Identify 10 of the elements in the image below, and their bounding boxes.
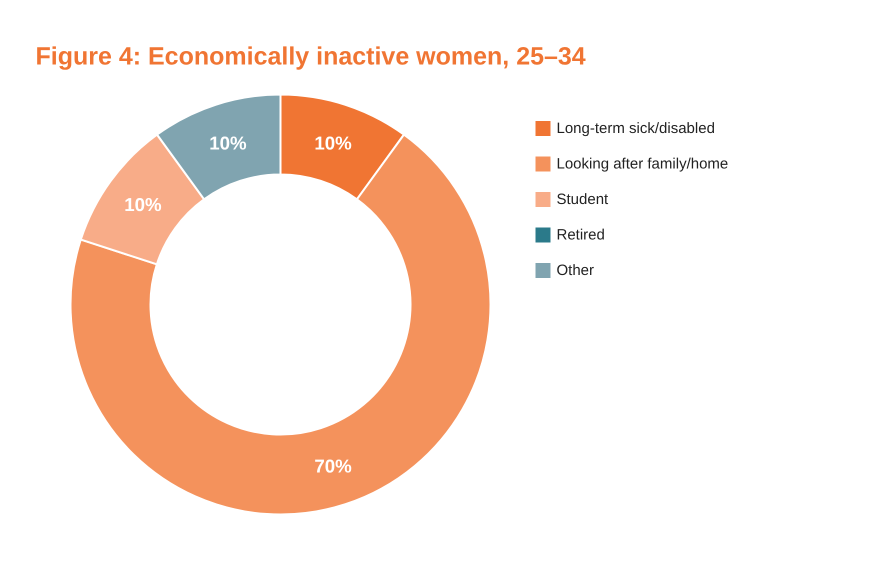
- legend-label: Retired: [556, 226, 605, 244]
- data-label: 10%: [124, 194, 162, 216]
- legend-label: Other: [556, 262, 594, 279]
- data-label: 10%: [314, 132, 352, 154]
- chart-title: Figure 4: Economically inactive women, 25–34: [36, 42, 586, 70]
- legend-label: Student: [556, 191, 610, 208]
- data-label: 10%: [209, 132, 248, 154]
- legend-label: Looking after family/home: [556, 156, 728, 172]
- legend-label: Long-term sick/disabled: [556, 120, 715, 137]
- data-label: 70%: [314, 456, 352, 477]
